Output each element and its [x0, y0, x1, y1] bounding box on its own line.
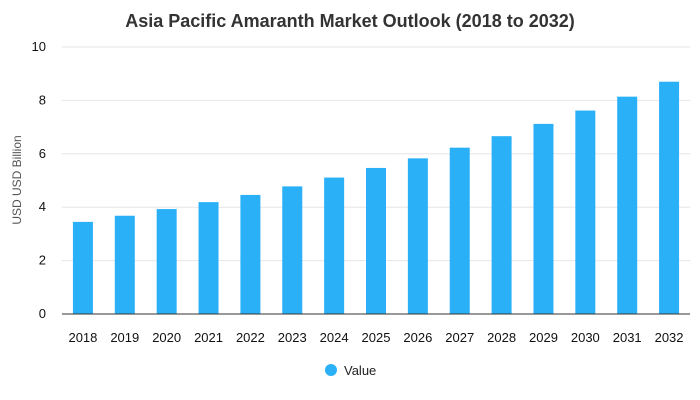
- x-tick-label: 2027: [445, 330, 474, 345]
- x-tick-label: 2030: [571, 330, 600, 345]
- bar[interactable]: [324, 177, 345, 314]
- y-tick-label: 8: [39, 92, 46, 107]
- bar[interactable]: [449, 147, 470, 314]
- bar[interactable]: [198, 202, 219, 314]
- bar[interactable]: [72, 221, 93, 314]
- x-tick-label: 2022: [236, 330, 265, 345]
- bar[interactable]: [617, 96, 638, 314]
- x-tick-label: 2019: [110, 330, 139, 345]
- x-tick-label: 2020: [152, 330, 181, 345]
- x-tick-label: 2029: [529, 330, 558, 345]
- y-tick-label: 2: [39, 253, 46, 268]
- bars: [72, 81, 680, 315]
- y-tick-label: 4: [39, 199, 46, 214]
- x-tick-label: 2026: [403, 330, 432, 345]
- bar[interactable]: [575, 110, 596, 315]
- x-axis-ticks: 2018 2019 2020 2021 2022 2023 2024 2025 2026 2027…: [68, 330, 683, 345]
- bar[interactable]: [366, 167, 386, 314]
- y-axis-ticks: 0 2 4 6 8 10: [32, 39, 46, 321]
- y-tick-label: 10: [32, 39, 46, 54]
- bar[interactable]: [240, 194, 261, 314]
- x-tick-label: 2031: [613, 330, 642, 345]
- x-tick-label: 2024: [320, 330, 349, 345]
- x-tick-label: 2028: [487, 330, 516, 345]
- y-axis-label: USD USD Billion: [10, 135, 24, 224]
- legend[interactable]: Value: [325, 363, 376, 378]
- bar[interactable]: [533, 123, 554, 315]
- bar[interactable]: [282, 186, 303, 314]
- legend-label: Value: [344, 363, 376, 378]
- x-tick-label: 2023: [278, 330, 307, 345]
- x-tick-label: 2025: [362, 330, 391, 345]
- legend-swatch: [325, 364, 337, 376]
- x-tick-label: 2021: [194, 330, 223, 345]
- bar[interactable]: [659, 81, 680, 315]
- bar[interactable]: [491, 136, 512, 314]
- y-tick-label: 0: [39, 306, 46, 321]
- bar[interactable]: [407, 158, 428, 314]
- x-tick-label: 2032: [655, 330, 684, 345]
- bar[interactable]: [156, 209, 177, 314]
- chart-title: Asia Pacific Amaranth Market Outlook (20…: [125, 11, 575, 31]
- y-tick-label: 6: [39, 146, 46, 161]
- bar[interactable]: [114, 215, 135, 314]
- x-tick-label: 2018: [68, 330, 97, 345]
